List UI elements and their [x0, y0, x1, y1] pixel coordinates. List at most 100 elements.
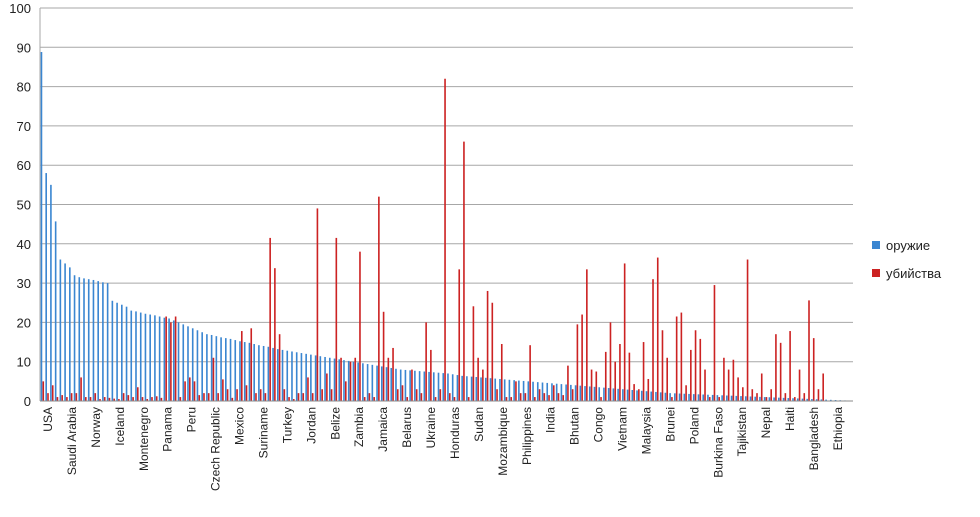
x-tick-label: Burkina Faso [711, 407, 725, 478]
bar-ubiystva [713, 285, 716, 401]
bar-ubiystva [784, 393, 787, 401]
bar-oruzhie [267, 346, 270, 401]
bar-ubiystva [770, 389, 772, 401]
bar-ubiystva [600, 397, 602, 401]
x-tick-label: India [544, 407, 558, 433]
bar-oruzhie [125, 306, 128, 401]
bar-oruzhie [711, 394, 714, 401]
x-tick-label: Ukraine [424, 407, 438, 449]
bar-ubiystva [808, 300, 810, 401]
bar-oruzhie [168, 318, 170, 401]
bar-ubiystva [708, 397, 711, 401]
bar-oruzhie [432, 372, 435, 401]
y-tick-label: 60 [17, 158, 31, 173]
bar-oruzhie [806, 398, 808, 401]
bar-oruzhie [305, 353, 307, 401]
bar-ubiystva [137, 387, 139, 401]
bar-oruzhie [243, 342, 246, 401]
bar-oruzhie [527, 381, 530, 401]
bar-ubiystva [89, 397, 92, 401]
bar-ubiystva [75, 393, 78, 401]
bar-ubiystva [240, 331, 243, 401]
bar-ubiystva [80, 377, 82, 401]
bar-oruzhie [716, 395, 719, 401]
bar-oruzhie [640, 390, 643, 401]
bar-oruzhie [399, 369, 402, 401]
bar-ubiystva [699, 338, 702, 401]
bar-ubiystva [463, 141, 465, 401]
bar-ubiystva [727, 369, 730, 401]
bar-oruzhie [484, 377, 487, 401]
legend-label: оружие [886, 238, 930, 253]
bar-ubiystva [378, 196, 380, 401]
bar-oruzhie [811, 399, 813, 401]
x-tick-label: Haiti [783, 407, 797, 431]
bar-oruzhie [546, 382, 549, 401]
bar-oruzhie [598, 387, 601, 401]
bar-oruzhie [272, 347, 274, 401]
x-tick-label: Bhutan [568, 407, 582, 445]
x-tick-label: Iceland [113, 407, 127, 446]
bar-ubiystva [188, 377, 191, 401]
bar-oruzhie [300, 353, 303, 401]
bar-oruzhie [253, 344, 255, 401]
x-tick-label: Norway [89, 407, 103, 448]
bar-ubiystva [666, 357, 668, 401]
bar-oruzhie [570, 384, 572, 401]
bar-ubiystva [694, 330, 697, 401]
y-tick-label: 10 [17, 355, 31, 370]
bar-ubiystva [316, 208, 319, 401]
bar-oruzhie [726, 395, 728, 401]
y-tick-label: 70 [17, 119, 31, 134]
bar-oruzhie [631, 390, 634, 401]
bar-ubiystva [226, 389, 229, 401]
bar-oruzhie [130, 310, 133, 401]
bar-ubiystva [529, 345, 531, 401]
bar-ubiystva [155, 396, 158, 401]
bar-oruzhie [357, 362, 359, 401]
bar-ubiystva [222, 379, 224, 401]
bar-oruzhie [59, 259, 62, 401]
y-tick-label: 0 [24, 394, 31, 409]
bar-ubiystva [581, 314, 583, 401]
bar-oruzhie [102, 282, 104, 401]
bar-oruzhie [787, 398, 790, 401]
bar-ubiystva [311, 393, 314, 401]
bars [40, 52, 851, 402]
bar-ubiystva [297, 393, 300, 401]
bar-ubiystva [482, 369, 484, 401]
bar-ubiystva [671, 397, 673, 401]
bar-oruzhie [206, 334, 208, 401]
x-tick-label: Turkey [280, 407, 294, 443]
bar-oruzhie [513, 380, 515, 401]
bar-ubiystva [477, 357, 479, 401]
bar-ubiystva [302, 393, 305, 401]
bar-ubiystva [406, 397, 409, 401]
bar-ubiystva [803, 393, 806, 401]
bar-oruzhie [196, 330, 199, 401]
bar-oruzhie [262, 345, 265, 401]
bar-oruzhie [674, 393, 676, 401]
bar-oruzhie [225, 338, 227, 401]
bar-ubiystva [656, 257, 659, 401]
bar-oruzhie [163, 317, 166, 401]
bar-oruzhie [366, 364, 369, 401]
bar-ubiystva [562, 395, 565, 401]
bar-ubiystva [619, 344, 621, 401]
x-tick-label: Suriname [257, 407, 271, 459]
x-tick-label: Belize [328, 407, 342, 440]
bar-oruzhie [456, 375, 459, 401]
bar-ubiystva [401, 385, 404, 401]
bar-ubiystva [113, 398, 115, 401]
bar-oruzhie [749, 396, 752, 401]
bar-oruzhie [191, 328, 194, 401]
bar-oruzhie [78, 277, 81, 401]
x-tick-label: Philippines [520, 407, 534, 465]
bar-ubiystva [51, 385, 54, 401]
bar-ubiystva [184, 381, 186, 401]
bar-ubiystva [737, 377, 739, 401]
bar-oruzhie [579, 385, 582, 401]
bar-ubiystva [420, 393, 423, 401]
bar-ubiystva [486, 290, 489, 401]
bar-ubiystva [661, 330, 664, 401]
